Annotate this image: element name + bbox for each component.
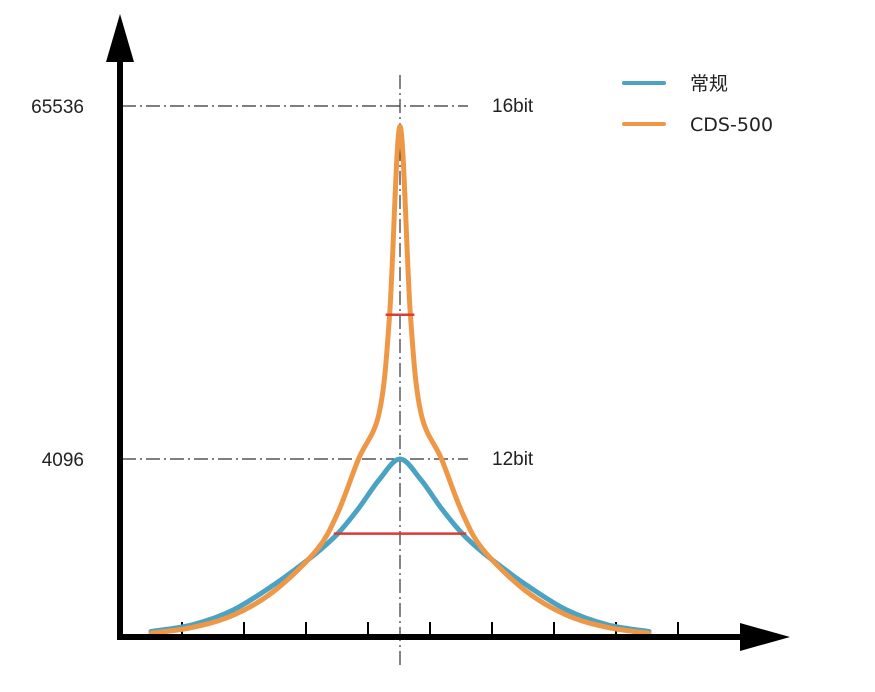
annotation-layer [333, 313, 467, 535]
x-axis-arrow-icon [740, 623, 790, 651]
reference-lines: 65536 4096 16bit 12bit [31, 96, 534, 471]
series-line-conventional [148, 456, 652, 634]
legend-label: 常规 [690, 73, 728, 95]
y-axis-arrow-icon [106, 14, 134, 62]
legend: 常规 CDS-500 [622, 73, 773, 136]
bit-depth-label: 16bit [492, 96, 534, 117]
y-tick-label: 65536 [31, 97, 84, 118]
legend-label: CDS-500 [690, 114, 773, 136]
series-layer [148, 123, 652, 636]
series-line-cds-500 [148, 123, 652, 636]
y-tick-label: 4096 [42, 450, 84, 471]
bit-depth-label: 12bit [492, 449, 534, 470]
